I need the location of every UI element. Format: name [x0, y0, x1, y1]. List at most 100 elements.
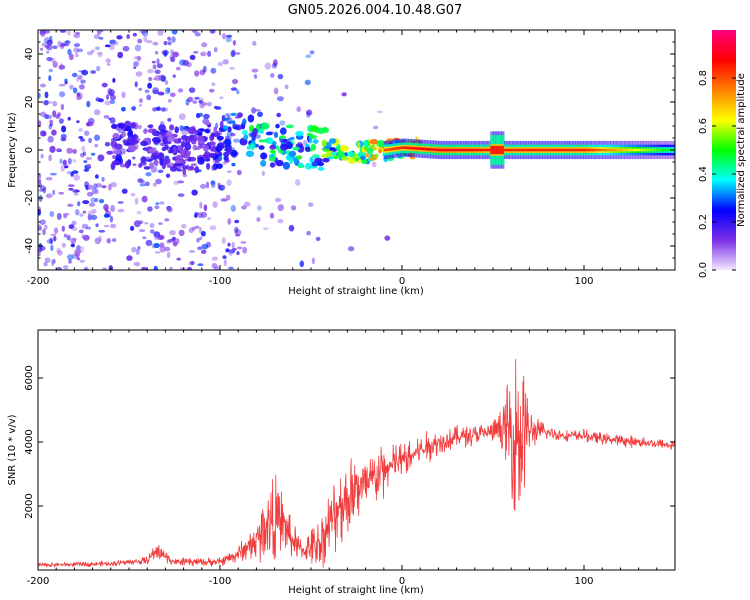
- spectrogram-signal-blob: [112, 133, 120, 140]
- spectrogram-noise-blob: [137, 177, 144, 184]
- spectrogram-ridge-segment: [386, 148, 390, 151]
- spectrogram-ridge-segment: [607, 148, 611, 152]
- spectrogram-signal-blob: [111, 160, 121, 166]
- spectrogram-noise-blob: [82, 200, 90, 205]
- spectrogram-noise-blob: [207, 101, 212, 107]
- spectrogram-ridge-segment: [610, 148, 614, 152]
- spectrogram-ridge-segment: [501, 145, 505, 155]
- spectrogram-signal-blob: [258, 145, 265, 150]
- spectrogram-noise-blob: [269, 212, 275, 219]
- colorbar-tick-label: 0.4: [698, 166, 709, 182]
- spectrogram-noise-blob: [40, 32, 46, 38]
- spectrogram-signal-blob: [208, 152, 217, 159]
- spectrogram-noise-blob: [87, 213, 92, 221]
- spectrogram-signal-blob: [152, 128, 157, 134]
- spectrogram-noise-blob: [66, 254, 74, 260]
- spectrogram-noise-blob: [190, 261, 195, 265]
- spectrogram-noise-blob: [64, 40, 71, 44]
- spectrogram-noise-blob: [257, 111, 263, 118]
- spectrogram-noise-blob: [82, 151, 86, 156]
- spectrogram-noise-blob: [147, 82, 153, 89]
- spectrogram-noise-blob: [61, 225, 65, 232]
- spectrogram-noise-blob: [139, 229, 146, 233]
- spectrogram-noise-blob: [219, 96, 224, 100]
- spectrogram-noise-blob: [45, 176, 53, 181]
- spectrogram-noise-blob: [137, 246, 141, 250]
- spectrogram-signal-blob: [298, 162, 304, 168]
- spectrogram-ridge-segment: [643, 148, 647, 152]
- spectrogram-noise-blob: [38, 178, 42, 184]
- spectrogram-signal-blob: [191, 138, 197, 145]
- spectrogram-signal-blob: [309, 156, 314, 163]
- spectrogram-signal-blob: [150, 153, 159, 161]
- snr-series-line: [38, 358, 675, 568]
- spectrogram-noise-blob: [217, 61, 224, 67]
- spectrogram-signal-blob: [356, 141, 361, 149]
- spectrogram-noise-blob: [104, 141, 111, 147]
- spectrogram-noise-blob: [163, 50, 168, 57]
- spectrogram-noise-blob: [155, 50, 159, 55]
- spectrogram-noise-blob: [276, 96, 284, 102]
- spectrogram-noise-blob: [188, 250, 196, 253]
- spectrogram-noise-blob: [140, 266, 148, 270]
- spectrogram-blobs: [38, 30, 423, 270]
- spectrogram-noise-blob: [72, 149, 77, 154]
- spectrogram-ridge-segment: [430, 148, 434, 151]
- spectrogram-noise-blob: [103, 213, 110, 218]
- spectrogram-noise-blob: [94, 46, 100, 51]
- spectrogram-ridge-segment: [645, 148, 650, 152]
- spectrogram-signal-blob: [187, 156, 192, 162]
- spectrogram-ridge-segment: [629, 148, 633, 152]
- spectrogram-noise-blob: [69, 84, 74, 90]
- spectrogram-signal-blob: [210, 132, 215, 138]
- spectrogram-noise-blob: [73, 47, 79, 53]
- spectrogram-noise-blob: [67, 184, 75, 188]
- spectrogram-ridge-segment: [392, 147, 396, 151]
- snr-xlabel: Height of straight line (km): [288, 585, 424, 596]
- spectrogram-noise-blob: [230, 50, 236, 58]
- spectrogram-ridge-segment: [383, 148, 388, 152]
- spectrogram-noise-blob: [225, 248, 230, 253]
- spectrogram-noise-blob: [59, 91, 66, 98]
- spectrogram-noise-blob: [44, 44, 50, 49]
- spectrogram-ridge-segment: [517, 148, 521, 152]
- spectrogram-noise-blob: [58, 83, 66, 87]
- spectrogram-noise-blob: [95, 223, 99, 228]
- spectrogram-noise-blob: [159, 91, 163, 95]
- spectrogram-noise-blob: [271, 63, 278, 69]
- spectrogram-noise-blob: [40, 83, 46, 88]
- spectrogram-noise-blob: [236, 169, 242, 176]
- spectrogram-noise-blob: [95, 174, 99, 179]
- spectrogram-noise-blob: [171, 36, 176, 43]
- colorbar-gradient: [712, 30, 736, 270]
- spectrogram-noise-blob: [305, 54, 312, 59]
- spectrogram-signal-blob: [215, 163, 223, 170]
- spectrogram-noise-blob: [44, 257, 51, 263]
- spectrogram-noise-blob: [121, 91, 126, 99]
- spectrogram-noise-blob: [49, 237, 53, 245]
- spectrogram-ridge-segment: [405, 146, 409, 150]
- spectrogram-noise-blob: [91, 208, 97, 214]
- spectrogram-noise-blob: [78, 136, 83, 139]
- spectrogram-noise-blob: [136, 55, 142, 61]
- spectrogram-noise-blob: [63, 233, 68, 238]
- spectrogram-signal-blob: [166, 164, 171, 168]
- spectrogram-ridge-segment: [574, 148, 579, 152]
- spectrogram-noise-blob: [176, 168, 183, 172]
- spectrogram-noise-blob: [212, 201, 218, 208]
- spectrogram-xlabel: Height of straight line (km): [288, 286, 424, 297]
- spectrogram-ridge-segment: [465, 148, 469, 152]
- spectrogram-ridge-segment: [482, 148, 486, 152]
- spectrogram-ridge-segment: [555, 148, 560, 152]
- spectrogram-ridge-segment: [534, 148, 538, 152]
- spectrogram-signal-blob: [334, 155, 338, 160]
- spectrogram-noise-blob: [217, 182, 221, 190]
- spectrogram-signal-blob: [182, 167, 186, 176]
- spectrogram-ridge-segment: [389, 148, 393, 151]
- spectrogram-noise-blob: [64, 81, 68, 85]
- spectrogram-noise-blob: [134, 197, 139, 205]
- spectrogram-noise-blob: [87, 210, 94, 216]
- spectrogram-signal-blob: [204, 158, 211, 162]
- spectrogram-signal-blob: [366, 147, 374, 155]
